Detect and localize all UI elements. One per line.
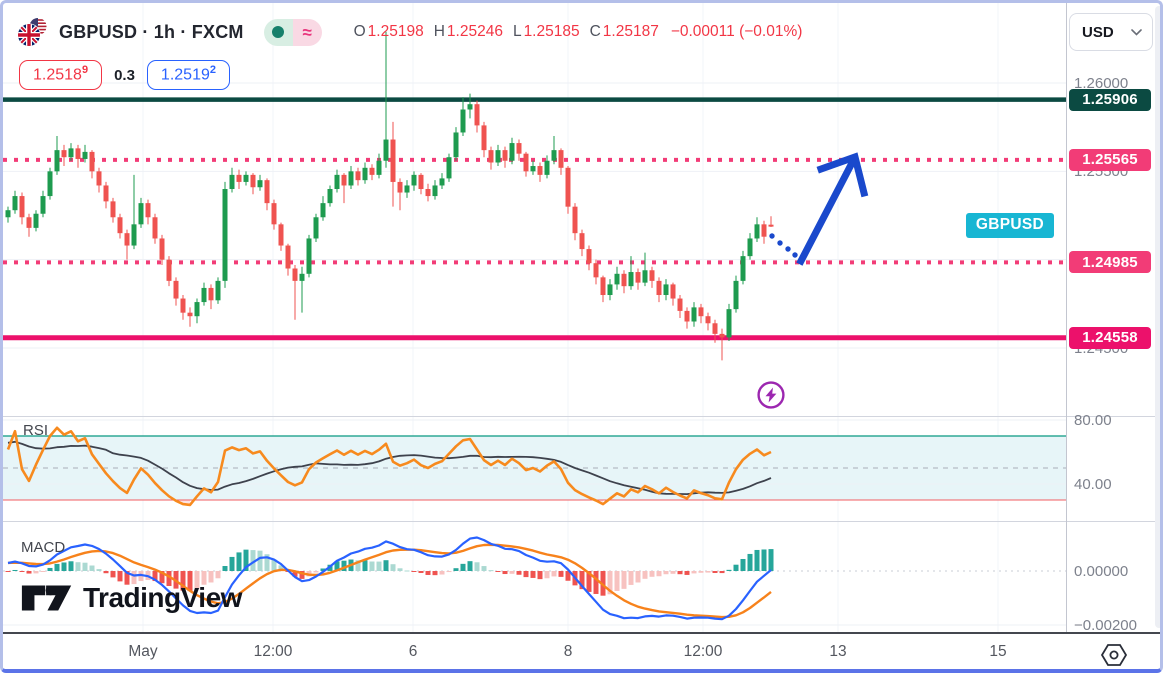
price-levels: [3, 97, 1066, 341]
grid-lines: [3, 3, 1066, 632]
rsi-indicator: [6, 426, 772, 507]
time-tick: 8: [563, 643, 573, 660]
rsi-tick: 80.00: [1074, 412, 1112, 429]
time-tick: 15: [989, 643, 1007, 660]
gbpusd-pair-flag-icon: [17, 18, 47, 47]
macd-grid: [3, 570, 1066, 626]
macd-line: [7, 536, 772, 621]
candlestick-series: [5, 31, 774, 361]
tradingview-logo-text: TradingView: [83, 582, 242, 613]
tradingview-logo[interactable]: TradingView: [21, 582, 242, 614]
projection-dot: [785, 246, 791, 252]
close-label: C: [589, 23, 601, 40]
price-level-badge: 1.24985: [1069, 251, 1151, 274]
lightning-bolt-icon: [765, 387, 777, 403]
tradingview-logo-mark-icon: [21, 585, 72, 611]
time-tick: 12:00: [253, 643, 293, 660]
rsi-macd-separator[interactable]: [3, 521, 1160, 522]
chevron-down-icon: [1131, 28, 1142, 36]
trend-arrow-head: [816, 152, 869, 198]
price-tick: 1.26000: [1074, 75, 1129, 92]
ask-sup-digit: 2: [209, 64, 216, 76]
projection-dot: [792, 252, 798, 258]
approx-price-half[interactable]: ≈: [292, 18, 322, 46]
spread-value: 0.3: [114, 66, 135, 84]
price-axis[interactable]: 1.260001.255001.2450080.0040.000.00000−0…: [1067, 3, 1160, 634]
quick-settings-hexagon-icon[interactable]: [1099, 643, 1129, 667]
market-open-dot-icon: [272, 26, 285, 38]
market-open-half[interactable]: [263, 18, 293, 46]
time-axis-separator: [3, 632, 1160, 634]
time-tick: 12:00: [683, 643, 723, 660]
price-change: −0.00011 (−0.01%): [670, 23, 803, 40]
price-level-badge: 1.25906: [1069, 88, 1151, 111]
sell-bid-button[interactable]: 1.25189: [19, 60, 103, 91]
open-label: O: [353, 23, 366, 40]
trend-arrow-shaft: [796, 156, 858, 266]
macd-tick: 0.00000: [1074, 563, 1129, 580]
rsi-band: [3, 419, 1066, 501]
lightning-annotation[interactable]: [756, 380, 786, 410]
time-axis[interactable]: May 12:00 6 8 12:00 13 15: [3, 634, 1160, 669]
chart-canvas[interactable]: [3, 3, 1066, 632]
price-axis-separator: [1066, 3, 1067, 669]
projection-dot: [769, 233, 775, 239]
macd-label[interactable]: MACD: [21, 539, 66, 556]
price-level-badge: 1.25565: [1069, 148, 1151, 171]
high-label: H: [433, 23, 445, 40]
time-tick: 6: [408, 643, 418, 660]
bid-sup-digit: 9: [81, 64, 89, 76]
currency-value: USD: [1082, 23, 1114, 41]
ohlc-readout: O 1.25198 H 1.25246 L 1.25185 C 1.25187 …: [354, 23, 803, 41]
bid-ask-row: 1.25189 0.3 1.25192: [19, 60, 230, 91]
close-value: 1.25187: [602, 23, 659, 40]
macd-tick: −0.00200: [1074, 617, 1137, 634]
projection-dot: [777, 240, 783, 246]
rsi-tick: 40.00: [1074, 476, 1112, 493]
open-value: 1.25198: [367, 23, 424, 40]
approx-icon: ≈: [302, 22, 312, 42]
rsi-label[interactable]: RSI: [23, 422, 49, 439]
symbol-title[interactable]: GBPUSD · 1h · FXCM: [59, 21, 244, 42]
high-value: 1.25246: [446, 23, 503, 40]
main-rsi-separator[interactable]: [3, 416, 1160, 417]
price-level-badge: 1.24558: [1069, 326, 1151, 349]
buy-ask-button[interactable]: 1.25192: [146, 60, 230, 91]
ask-price: 1.2519: [160, 66, 210, 84]
currency-select[interactable]: USD: [1069, 13, 1153, 51]
scrollbar[interactable]: [1155, 6, 1160, 628]
low-value: 1.25185: [523, 23, 580, 40]
symbol-header: GBPUSD · 1h · FXCM ≈ O 1.25198 H 1.25246…: [17, 17, 802, 47]
low-label: L: [512, 23, 522, 40]
time-tick: May: [128, 643, 158, 660]
symbol-price-label: GBPUSD: [965, 213, 1054, 238]
market-status-toggle[interactable]: ≈: [263, 18, 322, 46]
time-tick: 13: [829, 643, 847, 660]
annotations: [769, 152, 869, 266]
macd-indicator: [5, 536, 774, 621]
bid-price: 1.2518: [33, 66, 82, 84]
macd-signal-line: [7, 543, 772, 619]
